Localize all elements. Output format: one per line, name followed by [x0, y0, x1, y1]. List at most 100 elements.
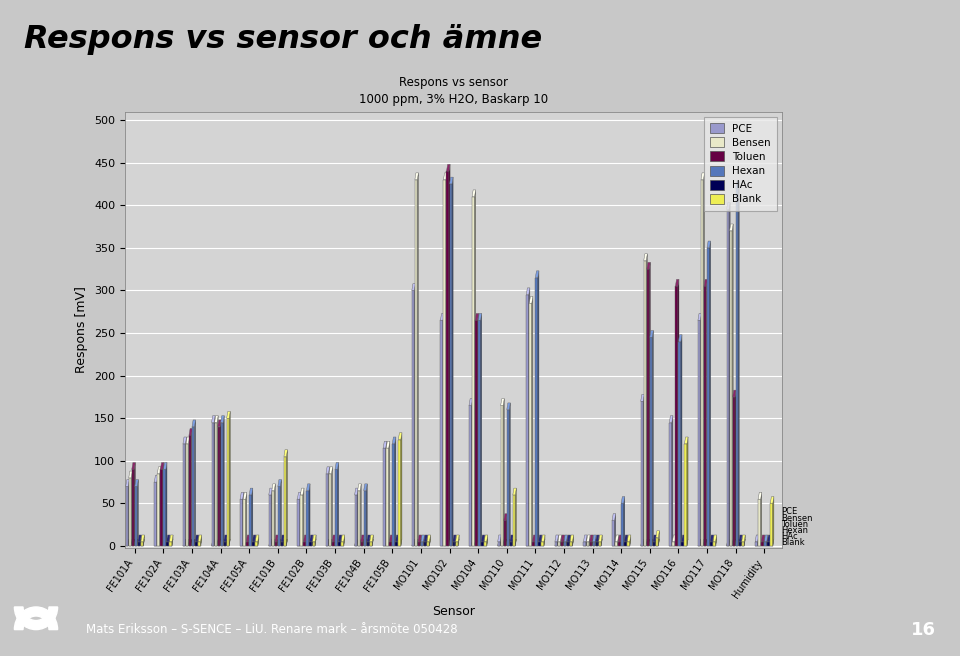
Polygon shape — [143, 535, 144, 546]
Polygon shape — [676, 539, 679, 546]
Polygon shape — [277, 480, 281, 486]
Polygon shape — [510, 539, 514, 546]
Polygon shape — [713, 539, 717, 546]
Bar — [354, 495, 357, 546]
Polygon shape — [326, 539, 329, 546]
Polygon shape — [192, 539, 196, 546]
Polygon shape — [456, 535, 459, 542]
Polygon shape — [338, 539, 342, 546]
Bar — [682, 542, 684, 546]
Polygon shape — [652, 331, 654, 546]
Polygon shape — [529, 288, 530, 546]
Polygon shape — [357, 488, 358, 546]
Polygon shape — [656, 539, 660, 546]
Polygon shape — [756, 539, 758, 546]
Bar — [398, 440, 401, 546]
Polygon shape — [335, 539, 339, 546]
Polygon shape — [398, 433, 402, 440]
Polygon shape — [284, 450, 287, 457]
Polygon shape — [254, 535, 256, 546]
Polygon shape — [732, 539, 736, 546]
Polygon shape — [539, 535, 542, 542]
Bar — [570, 542, 572, 546]
Polygon shape — [773, 497, 774, 546]
Polygon shape — [735, 539, 739, 546]
Polygon shape — [283, 535, 284, 546]
Polygon shape — [484, 535, 488, 542]
Bar — [269, 495, 272, 546]
Polygon shape — [526, 288, 530, 295]
Polygon shape — [441, 314, 444, 320]
Polygon shape — [423, 535, 424, 546]
Bar — [134, 486, 137, 546]
Polygon shape — [650, 539, 654, 546]
Polygon shape — [727, 539, 731, 546]
Polygon shape — [484, 539, 488, 546]
Polygon shape — [497, 539, 501, 546]
Polygon shape — [567, 539, 570, 546]
Polygon shape — [332, 539, 336, 546]
Polygon shape — [536, 539, 539, 546]
Polygon shape — [370, 539, 373, 546]
Polygon shape — [707, 241, 710, 248]
Polygon shape — [566, 535, 567, 546]
Polygon shape — [475, 314, 479, 320]
Bar — [186, 444, 188, 546]
Bar — [303, 542, 306, 546]
Bar — [704, 286, 707, 546]
Polygon shape — [567, 535, 570, 542]
Polygon shape — [341, 535, 342, 546]
Polygon shape — [418, 173, 419, 546]
Bar — [710, 542, 712, 546]
Bar — [386, 448, 389, 546]
Polygon shape — [160, 539, 164, 546]
Polygon shape — [640, 394, 644, 401]
Polygon shape — [129, 480, 130, 546]
Bar — [627, 542, 630, 546]
Bar — [612, 520, 614, 546]
Polygon shape — [420, 539, 424, 546]
Bar — [647, 269, 649, 546]
Polygon shape — [681, 335, 682, 546]
Polygon shape — [250, 488, 252, 495]
Bar — [160, 470, 163, 546]
Bar — [456, 542, 458, 546]
Polygon shape — [507, 403, 511, 410]
Polygon shape — [458, 535, 459, 546]
Bar — [332, 542, 334, 546]
Bar — [420, 542, 423, 546]
Text: Toluen: Toluen — [781, 520, 808, 529]
Polygon shape — [758, 539, 762, 546]
Polygon shape — [192, 420, 196, 427]
Polygon shape — [756, 535, 758, 542]
Bar — [358, 491, 360, 546]
Polygon shape — [620, 535, 622, 546]
Polygon shape — [506, 514, 507, 546]
Polygon shape — [306, 539, 310, 546]
Polygon shape — [584, 535, 588, 542]
Polygon shape — [424, 535, 427, 542]
Polygon shape — [412, 539, 416, 546]
Polygon shape — [169, 535, 170, 546]
Polygon shape — [770, 535, 771, 546]
Polygon shape — [729, 203, 731, 546]
Bar — [250, 495, 252, 546]
Polygon shape — [449, 177, 453, 184]
Wedge shape — [14, 607, 58, 630]
Bar — [742, 542, 744, 546]
Polygon shape — [358, 539, 361, 546]
Polygon shape — [449, 165, 450, 546]
Polygon shape — [392, 535, 393, 546]
Bar — [298, 499, 300, 546]
Bar — [536, 277, 538, 546]
Polygon shape — [679, 335, 682, 342]
Polygon shape — [672, 535, 676, 542]
Polygon shape — [630, 535, 631, 546]
Polygon shape — [272, 484, 276, 491]
Polygon shape — [157, 467, 161, 474]
Bar — [198, 542, 201, 546]
Polygon shape — [592, 539, 596, 546]
Polygon shape — [599, 535, 602, 542]
Polygon shape — [415, 283, 416, 546]
Bar — [129, 478, 132, 546]
